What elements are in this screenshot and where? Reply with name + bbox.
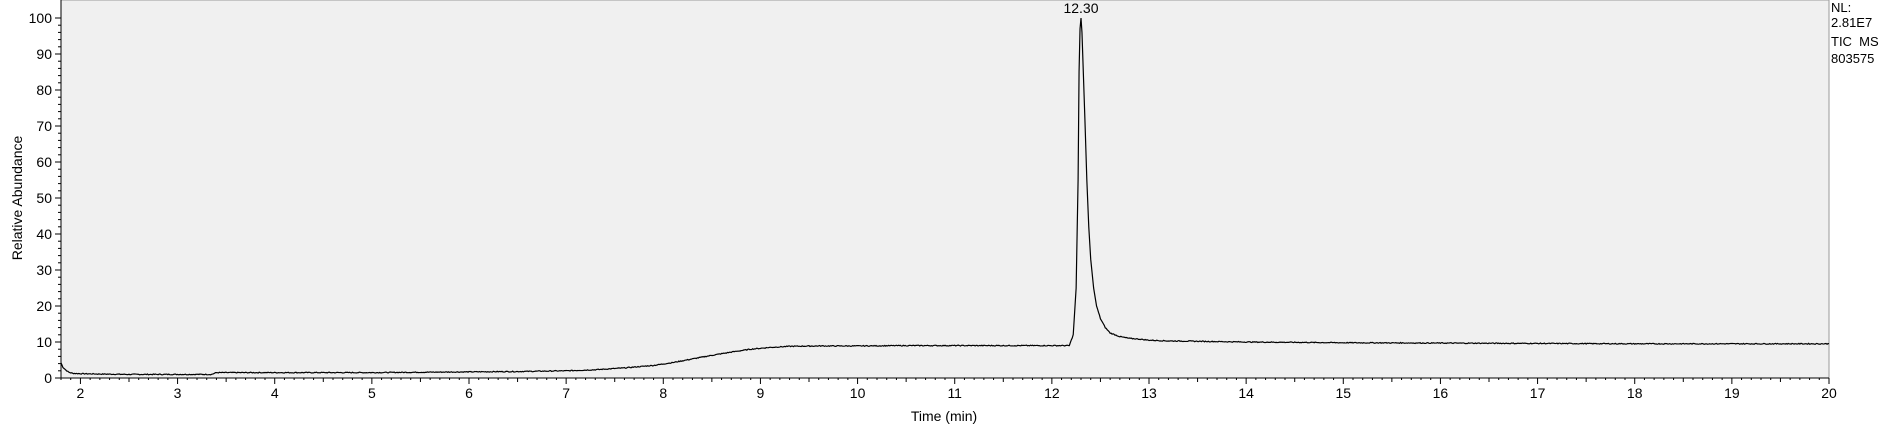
x-tick-label: 14 <box>1238 385 1254 401</box>
x-tick-labels: 2 3 4 5 6 7 8 9 10 11 12 13 14 15 16 17 18 19 20 <box>77 385 1837 401</box>
x-tick-label: 15 <box>1335 385 1351 401</box>
x-tick-label: 7 <box>562 385 570 401</box>
y-tick-label: 70 <box>36 118 52 134</box>
x-tick-label: 4 <box>271 385 279 401</box>
x-tick-label: 8 <box>659 385 667 401</box>
x-tick-label: 10 <box>850 385 866 401</box>
info-block: NL: 2.81E7 TIC MS 803575 <box>1831 0 1879 66</box>
x-tick-label: 18 <box>1627 385 1643 401</box>
x-tick-label: 19 <box>1724 385 1740 401</box>
x-tick-label: 16 <box>1433 385 1449 401</box>
plot-area <box>60 0 1830 379</box>
x-tick-label: 17 <box>1530 385 1546 401</box>
y-tick-label: 60 <box>36 154 52 170</box>
tick-marks <box>55 17 1830 384</box>
y-tick-label: 100 <box>29 10 53 26</box>
peak-annotation-label: 12.30 <box>1063 0 1098 16</box>
x-tick-label: 6 <box>465 385 473 401</box>
x-tick-label: 12 <box>1044 385 1060 401</box>
tic-trace-line <box>60 17 1830 376</box>
x-tick-label: 3 <box>174 385 182 401</box>
info-line-id: 803575 <box>1831 51 1874 66</box>
info-line-nl: NL: <box>1831 0 1851 15</box>
x-tick-label: 5 <box>368 385 376 401</box>
y-tick-label: 90 <box>36 46 52 62</box>
y-tick-label: 40 <box>36 226 52 242</box>
y-tick-labels: 0 10 20 30 40 50 60 70 80 90 100 <box>29 10 53 386</box>
x-tick-label: 9 <box>757 385 765 401</box>
x-tick-label: 13 <box>1141 385 1157 401</box>
x-tick-label: 20 <box>1821 385 1837 401</box>
y-tick-label: 30 <box>36 262 52 278</box>
y-tick-label: 50 <box>36 190 52 206</box>
y-tick-label: 80 <box>36 82 52 98</box>
y-tick-label: 10 <box>36 334 52 350</box>
y-axis-title: Relative Abundance <box>9 136 25 261</box>
info-line-scale: 2.81E7 <box>1831 15 1872 30</box>
info-line-tic: TIC MS <box>1831 34 1879 49</box>
x-axis-title: Time (min) <box>911 408 977 424</box>
x-tick-label: 2 <box>77 385 85 401</box>
y-tick-label: 0 <box>44 370 52 386</box>
y-tick-label: 20 <box>36 298 52 314</box>
x-tick-label: 11 <box>947 385 962 401</box>
